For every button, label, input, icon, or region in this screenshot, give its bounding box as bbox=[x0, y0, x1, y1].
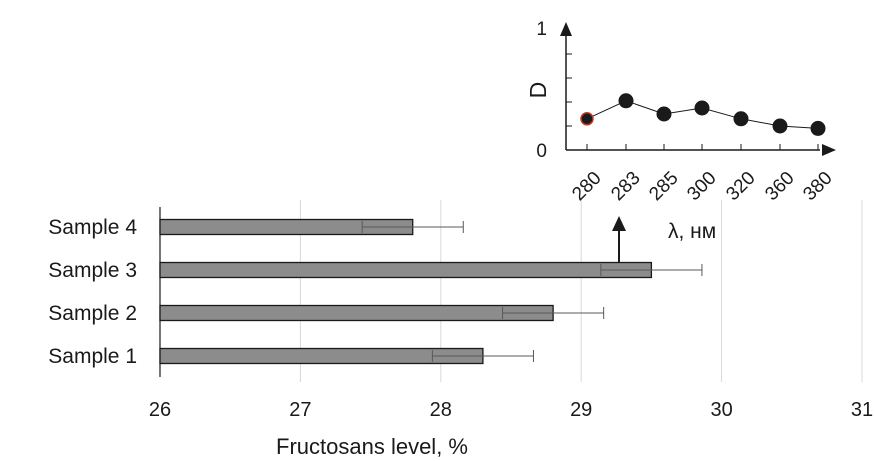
pointer-arrow-head bbox=[612, 216, 626, 231]
x-tick-label: 26 bbox=[149, 399, 171, 421]
inset-y-tick-labels: 01 bbox=[536, 19, 547, 162]
category-label: Sample 1 bbox=[48, 345, 137, 368]
x-tick-label: 30 bbox=[710, 399, 732, 421]
main-x-tick-labels: 26 27 28 29 30 31 bbox=[149, 399, 873, 421]
inset-y-tick-label: 0 bbox=[536, 141, 547, 162]
inset-x-axis-title: λ, нм bbox=[668, 220, 716, 243]
bar bbox=[159, 304, 554, 322]
inset-x-tick-label: 285 bbox=[645, 168, 682, 205]
category-label: Sample 3 bbox=[48, 259, 137, 282]
inset-data-point bbox=[694, 100, 710, 116]
category-label: Sample 2 bbox=[48, 302, 137, 325]
inset-data-point bbox=[580, 112, 594, 126]
inset-x-tick-label: 280 bbox=[568, 168, 605, 205]
inset-x-tick-labels: 280 283 285 300 320 360 380 bbox=[568, 168, 836, 205]
x-tick-label: 29 bbox=[570, 399, 592, 421]
inset-data-point bbox=[656, 106, 672, 122]
inset-y-axis-title: D bbox=[525, 82, 551, 99]
inset-points bbox=[580, 93, 826, 136]
category-label: Sample 4 bbox=[48, 216, 137, 239]
main-category-labels: Sample 4 Sample 3 Sample 2 Sample 1 bbox=[48, 216, 137, 368]
main-bars bbox=[159, 218, 653, 365]
x-tick-label: 27 bbox=[289, 399, 311, 421]
bar bbox=[159, 261, 653, 279]
inset-x-axis-arrow bbox=[822, 144, 836, 156]
inset-data-point bbox=[772, 118, 788, 134]
inset-axes bbox=[560, 22, 836, 156]
x-tick-label: 28 bbox=[430, 399, 452, 421]
inset-x-tick-label: 320 bbox=[722, 168, 759, 205]
inset-chart: 280 283 285 300 320 360 380 01 D λ, нм bbox=[525, 19, 837, 243]
inset-y-axis-arrow bbox=[560, 22, 572, 36]
inset-x-tick-label: 300 bbox=[683, 168, 720, 205]
inset-data-point bbox=[733, 111, 749, 127]
main-x-axis-title: Fructosans level, % bbox=[276, 434, 468, 459]
inset-x-tick-label: 380 bbox=[799, 168, 836, 205]
x-tick-label: 31 bbox=[851, 399, 873, 421]
inset-y-tick-label: 1 bbox=[536, 19, 547, 40]
inset-data-point bbox=[810, 120, 826, 136]
inset-x-tick-label: 360 bbox=[761, 168, 798, 205]
inset-data-point bbox=[618, 93, 634, 109]
inset-x-tick-label: 283 bbox=[607, 168, 644, 205]
main-error-bars bbox=[361, 221, 703, 362]
